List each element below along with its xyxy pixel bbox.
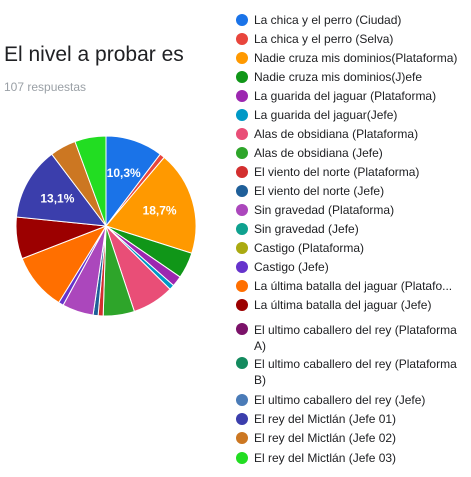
- legend-swatch: [236, 323, 248, 335]
- legend-swatch: [236, 413, 248, 425]
- legend-label: Sin gravedad (Plataforma): [254, 203, 464, 217]
- legend-swatch: [236, 432, 248, 444]
- legend-label: El ultimo caballero del rey (Plataforma …: [254, 322, 464, 354]
- legend-swatch: [236, 357, 248, 369]
- legend-label: La última batalla del jaguar (Platafo...: [254, 279, 464, 293]
- legend-label: La chica y el perro (Selva): [254, 32, 464, 46]
- legend-label: Castigo (Plataforma): [254, 241, 464, 255]
- legend-swatch: [236, 242, 248, 254]
- slice-label-2: 18,7%: [143, 204, 177, 218]
- legend-swatch: [236, 147, 248, 159]
- legend-label: La chica y el perro (Ciudad): [254, 13, 464, 27]
- legend-swatch: [236, 452, 248, 464]
- legend-swatch: [236, 204, 248, 216]
- legend-swatch: [236, 33, 248, 45]
- legend-swatch: [236, 166, 248, 178]
- legend-swatch: [236, 299, 248, 311]
- legend-label: El rey del Mictlán (Jefe 03): [254, 451, 464, 465]
- legend-label: El ultimo caballero del rey (Jefe): [254, 393, 464, 407]
- legend-label: El viento del norte (Plataforma): [254, 165, 464, 179]
- legend-swatch: [236, 52, 248, 64]
- legend-swatch: [236, 280, 248, 292]
- legend-swatch: [236, 14, 248, 26]
- legend-swatch: [236, 394, 248, 406]
- slice-label-19: 13,1%: [40, 192, 74, 206]
- legend-swatch: [236, 90, 248, 102]
- legend-swatch: [236, 261, 248, 273]
- legend-label: Sin gravedad (Jefe): [254, 222, 464, 236]
- legend-label: El rey del Mictlán (Jefe 02): [254, 431, 464, 445]
- legend-swatch: [236, 71, 248, 83]
- legend-swatch: [236, 128, 248, 140]
- legend-label: Alas de obsidiana (Plataforma): [254, 127, 464, 141]
- legend-label: El ultimo caballero del rey (Plataforma …: [254, 356, 464, 388]
- legend-label: La última batalla del jaguar (Jefe): [254, 298, 464, 312]
- legend-label: Nadie cruza mis dominios(Plataforma): [254, 51, 464, 65]
- legend-swatch: [236, 185, 248, 197]
- legend-label: La guarida del jaguar(Jefe): [254, 108, 464, 122]
- legend-label: El rey del Mictlán (Jefe 01): [254, 412, 464, 426]
- legend-label: El viento del norte (Jefe): [254, 184, 464, 198]
- legend-label: Castigo (Jefe): [254, 260, 464, 274]
- legend-label: Nadie cruza mis dominios(J)efe: [254, 70, 464, 84]
- legend-swatch: [236, 109, 248, 121]
- legend-label: Alas de obsidiana (Jefe): [254, 146, 464, 160]
- legend-swatch: [236, 223, 248, 235]
- legend-label: La guarida del jaguar (Plataforma): [254, 89, 464, 103]
- slice-label-0: 10,3%: [107, 166, 141, 180]
